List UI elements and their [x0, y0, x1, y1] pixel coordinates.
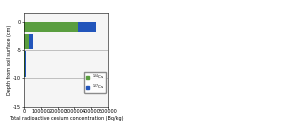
Bar	[24, 51, 26, 77]
Bar	[24, 51, 25, 77]
Y-axis label: Depth from soil surface (cm): Depth from soil surface (cm)	[7, 25, 12, 95]
Bar	[24, 34, 33, 49]
Bar	[24, 22, 78, 32]
Bar	[24, 22, 96, 32]
Bar	[24, 34, 29, 49]
Legend: $^{134}$Cs, $^{137}$Cs: $^{134}$Cs, $^{137}$Cs	[84, 72, 106, 93]
X-axis label: Total radioactive cesium concentration (Bq/kg): Total radioactive cesium concentration (…	[9, 116, 123, 121]
